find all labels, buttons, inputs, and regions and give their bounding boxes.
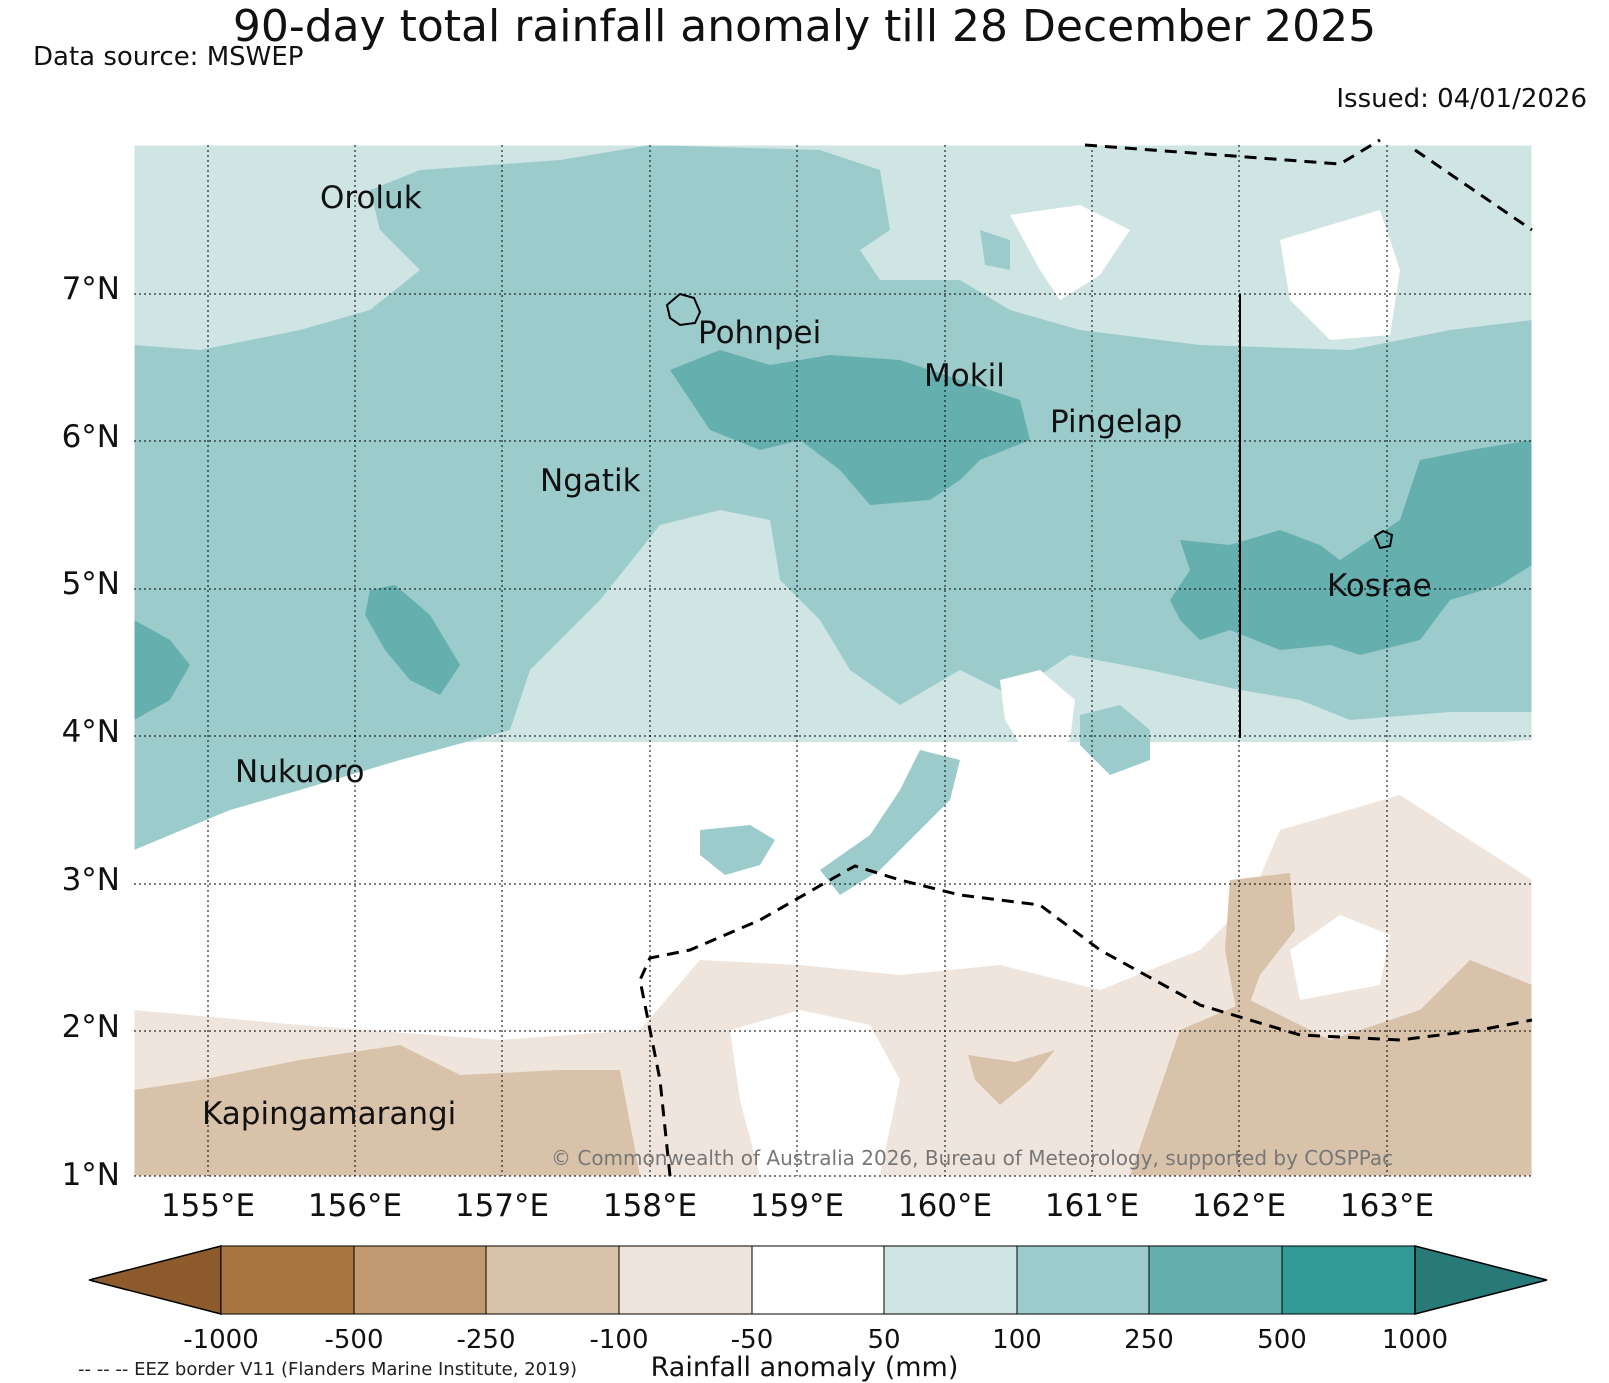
- colorbar-bin: [485, 1245, 620, 1315]
- issued-date: Issued: 04/01/2026: [1336, 84, 1587, 114]
- eez-south: [638, 864, 1533, 1177]
- zone-100-250: [134, 145, 1532, 850]
- zone-250-500-west: [365, 585, 460, 695]
- place-nukuoro: Nukuoro: [235, 754, 365, 790]
- colorbar: [88, 1245, 1548, 1315]
- colorbar-bin: [883, 1245, 1018, 1315]
- place-oroluk: Oroluk: [320, 180, 422, 216]
- colorbar-tick: 50: [867, 1325, 901, 1355]
- chart-title: 90-day total rainfall anomaly till 28 De…: [232, 1, 1377, 52]
- lon-label-155e: 155°E: [160, 1188, 256, 1224]
- lat-label-5n: 5°N: [61, 566, 120, 602]
- lon-label-156e: 156°E: [307, 1188, 403, 1224]
- colorbar-tick: -1000: [183, 1325, 259, 1355]
- lat-label-3n: 3°N: [61, 862, 120, 898]
- lon-label-160e: 160°E: [897, 1188, 993, 1224]
- patch-100-250-b: [820, 750, 960, 895]
- place-kosrae: Kosrae: [1327, 568, 1432, 604]
- eez-borders: [638, 138, 1533, 1177]
- lat-label-7n: 7°N: [61, 271, 120, 307]
- lon-label-158e: 158°E: [602, 1188, 698, 1224]
- zone-neg-100-250-patch: [1225, 873, 1295, 1030]
- graticule: [134, 145, 1532, 1177]
- patch-100-250-a: [700, 825, 775, 875]
- zone-neg-100-250-west: [134, 1045, 640, 1176]
- lon-label-157e: 157°E: [454, 1188, 550, 1224]
- zone-neutral-hole-1: [730, 1010, 900, 1176]
- zone-250-500-mokil: [670, 350, 1030, 505]
- anomaly-field: [134, 145, 1532, 1176]
- hole-mid: [1000, 670, 1075, 760]
- colorbar-extend-high: [1414, 1245, 1548, 1315]
- kosrae-island-outline: [1373, 529, 1394, 550]
- zone-250-500-kosrae: [1170, 440, 1532, 655]
- colorbar-bin: [618, 1245, 753, 1315]
- zone-250-500-edge: [134, 620, 190, 720]
- zone-neg-100-250-east: [1130, 960, 1532, 1176]
- colorbar-tick: 100: [992, 1325, 1042, 1355]
- colorbar-tick: -100: [589, 1325, 649, 1355]
- patch-100-250-d: [980, 230, 1010, 270]
- data-source: Data source: MSWEP: [33, 42, 304, 72]
- colorbar-bin: [751, 1245, 885, 1315]
- hole-north-1: [1010, 205, 1130, 300]
- colorbar-tick: 250: [1124, 1325, 1174, 1355]
- eez-legend-note: -- -- -- EEZ border V11 (Flanders Marine…: [78, 1359, 578, 1380]
- colorbar-bin: [220, 1245, 355, 1315]
- colorbar-tick: -500: [324, 1325, 384, 1355]
- place-pingelap: Pingelap: [1050, 404, 1183, 440]
- colorbar-extend-low: [88, 1245, 222, 1315]
- lon-label-161e: 161°E: [1044, 1188, 1140, 1224]
- colorbar-bin: [1148, 1245, 1283, 1315]
- zone-neutral-hole-2: [1290, 915, 1390, 1000]
- lon-label-163e: 163°E: [1339, 1188, 1435, 1224]
- pohnpei-island-outline: [665, 292, 702, 327]
- hole-north-2: [1280, 210, 1400, 340]
- map-frame: [133, 144, 1533, 1177]
- eez-northeast: [1414, 148, 1533, 232]
- colorbar-bin: [353, 1245, 487, 1315]
- place-kapingamarangi: Kapingamarangi: [202, 1096, 457, 1132]
- colorbar-title: Rainfall anomaly (mm): [650, 1352, 959, 1383]
- eez-north: [1084, 138, 1381, 166]
- lon-label-159e: 159°E: [749, 1188, 845, 1224]
- colorbar-tick: 500: [1257, 1325, 1307, 1355]
- place-pohnpei: Pohnpei: [698, 315, 822, 351]
- lat-label-6n: 6°N: [61, 419, 120, 455]
- zone-neg-100-250-small: [968, 1050, 1055, 1105]
- colorbar-bin: [1016, 1245, 1150, 1315]
- lat-label-1n: 1°N: [61, 1157, 120, 1193]
- colorbar-tick: -250: [456, 1325, 516, 1355]
- colorbar-bin: [1281, 1245, 1416, 1315]
- colorbar-tick: 1000: [1381, 1325, 1449, 1355]
- place-ngatik: Ngatik: [540, 463, 641, 499]
- copyright-notice: © Commonwealth of Australia 2026, Bureau…: [551, 1146, 1394, 1170]
- colorbar-tick: -50: [730, 1325, 774, 1355]
- lat-label-2n: 2°N: [61, 1009, 120, 1045]
- patch-100-250-c: [1080, 705, 1150, 775]
- lon-label-162e: 162°E: [1191, 1188, 1287, 1224]
- place-mokil: Mokil: [924, 358, 1005, 394]
- lat-label-4n: 4°N: [61, 714, 120, 750]
